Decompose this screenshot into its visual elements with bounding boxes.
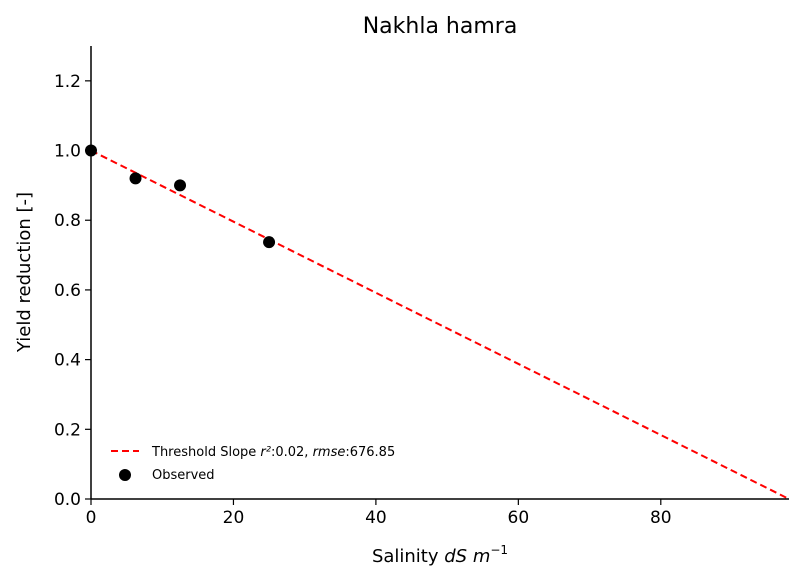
- y-ticks: 0.0 0.2 0.4 0.6 0.8 1.0 1.2: [54, 72, 91, 510]
- observed-point: [174, 179, 187, 192]
- y-tick-label: 1.2: [54, 72, 81, 92]
- legend-line-label: Threshold Slope r²:0.02, rmse:676.85: [151, 445, 395, 460]
- observed-point: [263, 236, 276, 249]
- legend-observed-marker: [119, 469, 131, 481]
- y-tick-label: 1.0: [54, 142, 81, 162]
- x-tick-label: 20: [223, 508, 245, 528]
- axes: [90, 46, 789, 500]
- y-tick-label: 0.6: [54, 281, 81, 301]
- y-tick-label: 0.4: [54, 351, 81, 371]
- x-axis-label-prefix: Salinity: [372, 546, 444, 567]
- x-axis-label: Salinity dS m−1: [372, 543, 508, 567]
- legend-rmse-label: rmse: [313, 445, 346, 460]
- observed-point: [129, 172, 142, 185]
- chart-title: Nakhla hamra: [363, 14, 518, 39]
- plot-area: [85, 144, 790, 500]
- legend: Threshold Slope r²:0.02, rmse:676.85 Obs…: [111, 445, 395, 483]
- y-axis-label: Yield reduction [-]: [14, 192, 35, 353]
- x-axis-label-variable: dS m: [444, 546, 490, 567]
- legend-r2-label: r²: [260, 445, 271, 460]
- y-tick-label: 0.8: [54, 211, 81, 231]
- x-ticks: 0 20 40 60 80: [86, 499, 672, 528]
- x-tick-label: 40: [365, 508, 387, 528]
- x-tick-label: 0: [86, 508, 97, 528]
- y-tick-label: 0.0: [54, 490, 81, 510]
- legend-rmse-value: :676.85: [345, 445, 395, 460]
- threshold-slope-line: [90, 149, 790, 500]
- y-tick-label: 0.2: [54, 420, 81, 440]
- x-tick-label: 60: [508, 508, 530, 528]
- x-axis-label-exponent: −1: [490, 543, 508, 557]
- legend-line-prefix: Threshold Slope: [151, 445, 260, 460]
- x-tick-label: 80: [650, 508, 672, 528]
- legend-observed-label: Observed: [152, 468, 215, 483]
- legend-r2-value: :0.02,: [271, 445, 313, 460]
